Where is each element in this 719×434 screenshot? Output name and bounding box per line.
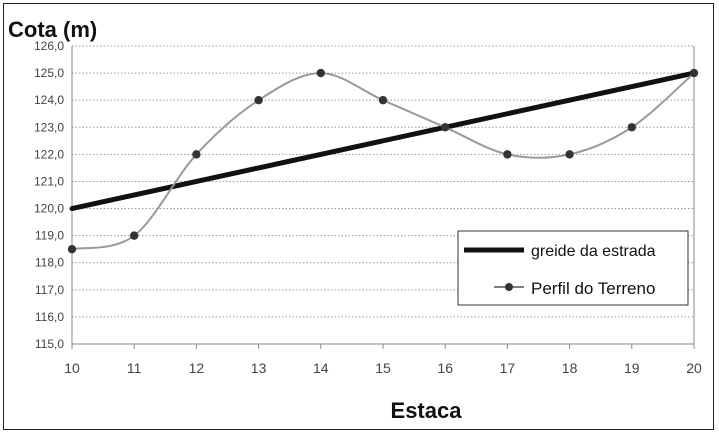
y-tick-label: 122,0	[34, 147, 64, 161]
terrain-point	[130, 231, 139, 240]
terrain-point	[627, 123, 636, 132]
y-tick-label: 126,0	[34, 39, 64, 53]
x-tick-label: 18	[562, 360, 578, 376]
chart-frame	[3, 3, 714, 430]
x-tick-label: 15	[375, 360, 391, 376]
x-tick-label: 12	[189, 360, 205, 376]
terrain-point	[689, 68, 699, 78]
terrain-point	[503, 150, 512, 159]
terrain-point	[192, 150, 201, 159]
legend-label-terreno: Perfil do Terreno	[531, 279, 655, 298]
y-tick-label: 116,0	[35, 310, 64, 324]
x-tick-label: 13	[251, 360, 267, 376]
y-tick-label: 123,0	[34, 120, 64, 134]
legend-marker-terreno	[505, 283, 513, 291]
x-tick-label: 11	[127, 360, 142, 376]
terrain-point	[441, 123, 450, 132]
y-tick-label: 117,0	[35, 283, 64, 297]
legend-box	[457, 230, 689, 306]
x-tick-label: 17	[500, 360, 516, 376]
x-tick-label: 10	[64, 360, 80, 376]
legend-label-greide: greide da estrada	[531, 243, 656, 260]
y-tick-label: 118,0	[35, 256, 64, 270]
y-tick-label: 119,0	[35, 229, 64, 243]
legend: greide da estrada Perfil do Terreno	[457, 230, 689, 306]
x-axis-title: Estaca	[391, 398, 463, 423]
y-tick-label: 125,0	[34, 66, 64, 80]
terrain-point	[316, 68, 325, 78]
y-axis-title: Cota (m)	[8, 17, 97, 42]
terrain-point	[254, 95, 263, 105]
terrain-point	[378, 95, 388, 105]
x-tick-label: 19	[624, 360, 640, 376]
y-tick-label: 120,0	[34, 202, 64, 216]
y-tick-label: 124,0	[34, 93, 64, 107]
x-tick-label: 16	[437, 360, 453, 376]
greide-line	[69, 70, 697, 212]
terrain-point	[565, 150, 574, 159]
terrain-point	[67, 244, 77, 254]
y-tick-label: 115,0	[35, 337, 64, 351]
x-tick-label: 20	[686, 360, 702, 376]
x-tick-label: 14	[313, 360, 329, 376]
y-tick-label: 121,0	[34, 174, 64, 188]
